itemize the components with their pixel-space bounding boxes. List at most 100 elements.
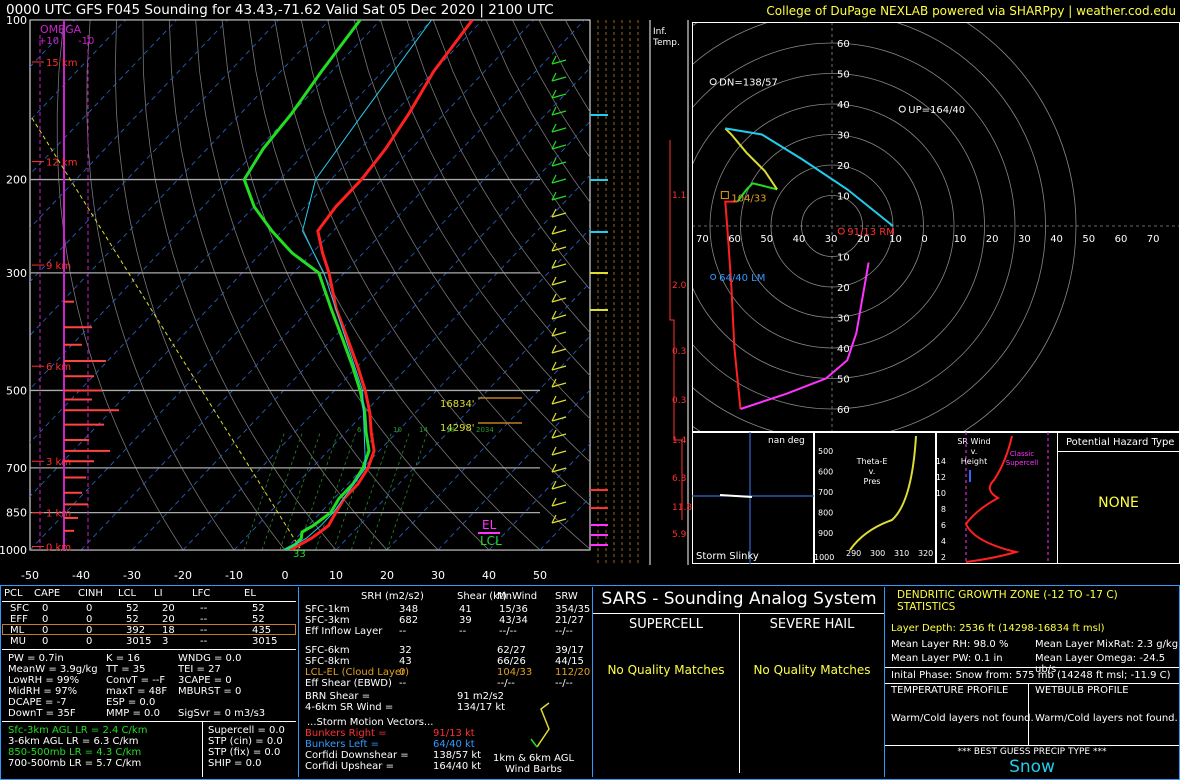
wind-barb	[551, 450, 567, 456]
mixing-ratio-line	[261, 432, 303, 550]
hodo-annotation: DN=138/57	[719, 78, 778, 89]
srwind-title: v.	[971, 447, 978, 456]
wetbulb-profile-heading: WETBULB PROFILE	[1035, 685, 1129, 696]
dry-adiabat	[406, 20, 590, 334]
theta-e-trace	[849, 435, 917, 551]
omega-tick-right: -10	[78, 36, 94, 47]
el-label: EL	[482, 518, 497, 532]
srwind-y-tick: 2	[941, 553, 946, 562]
mixing-ratio-line	[350, 432, 392, 550]
wind-barb	[551, 229, 567, 235]
slinky-label: nan deg	[768, 436, 805, 446]
wind-barb-flag	[551, 259, 557, 269]
pressure-tick-label: 100	[6, 14, 27, 27]
dry-adiabat	[353, 20, 590, 420]
srwind-y-tick: 14	[936, 457, 946, 466]
inf-temp-value: 1.4	[672, 436, 687, 446]
wind-barb	[551, 246, 567, 252]
wind-barb	[551, 263, 567, 269]
theta-x-tick: 310	[894, 549, 909, 558]
kinematic-value: 39	[459, 615, 472, 626]
composite-index: STP (fix) = 0.0	[208, 747, 281, 758]
lcl-label: LCL	[480, 534, 502, 548]
index-value: LowRH = 99%	[8, 675, 80, 686]
pressure-tick-label: 850	[6, 507, 27, 520]
hodo-ring-label: 40	[837, 344, 850, 355]
inf-temp-label: Temp.	[652, 38, 680, 48]
pressure-tick-label: 700	[6, 462, 27, 475]
height-label: 15 km	[46, 58, 77, 69]
wind-barb	[551, 382, 567, 388]
storm-motion-label: Corfidi Upshear =	[305, 761, 394, 772]
isotherm	[30, 20, 279, 283]
theta-y-tick: 500	[818, 447, 833, 456]
hodo-plot-area: 10 10 20 20 30 30 40 40 50 50 60 60 70 60 50 40 30 20 10 0 1…	[693, 23, 1179, 431]
composite-index: Supercell = 0.0	[208, 725, 285, 736]
isotherm	[437, 389, 590, 550]
kinematic-header: SRW	[555, 591, 578, 602]
parcel-cell: 0	[42, 625, 49, 636]
kinematic-block: SRH (m2/s2) Shear (kt) MnWind SRW SFC-1km 348…	[298, 587, 591, 777]
kinematic-row-label: SFC-1km	[305, 604, 350, 615]
dgz-initial-phase: Inital Phase: Snow from: 575 mb (14248 f…	[891, 670, 1171, 681]
wind-barb	[551, 348, 567, 354]
theta-title: Pres	[864, 477, 881, 486]
dry-adiabat	[168, 20, 388, 550]
kinematic-row-label: SFC-6km	[305, 645, 350, 656]
parcel-divider	[2, 601, 296, 602]
dry-adiabat	[432, 20, 590, 291]
hodo-trace	[724, 127, 778, 190]
wind-barb	[551, 433, 567, 439]
lapse-rate: 700-500mb LR = 5.7 C/km	[8, 758, 142, 769]
dgz-omega: Mean Layer Omega: -24.5 ub/s	[1035, 653, 1166, 675]
dgz-block: DENDRITIC GROWTH ZONE (-12 TO -17 C) STA…	[884, 587, 1179, 777]
theta-x-tick: 320	[918, 549, 933, 558]
parcel-cell: 20	[162, 614, 175, 625]
theta-frame	[814, 432, 936, 564]
isotherm	[488, 443, 590, 550]
parcel-cell: 52	[252, 614, 265, 625]
sr46-label: 4-6km SR Wind =	[305, 702, 394, 713]
kinematic-value: 41	[459, 604, 472, 615]
inf-temp-value: 2.0	[672, 281, 687, 291]
hodo-x-label: 30	[1018, 234, 1031, 245]
parcel-row-highlight	[2, 624, 296, 635]
dry-adiabat	[485, 20, 590, 203]
storm-slinky-panel: nan deg Storm Slinky	[692, 432, 814, 564]
srwind-y-tick: 6	[941, 521, 946, 530]
index-value: WNDG = 0.0	[178, 653, 242, 664]
wind-barb	[551, 416, 567, 422]
kinematic-header: MnWind	[497, 591, 538, 602]
mixing-ratio-line	[386, 432, 428, 550]
kinematic-value: --/--	[497, 678, 515, 689]
kinematic-value: 39/17	[555, 645, 584, 656]
hazard-value: NONE	[1098, 495, 1139, 511]
parcel-cell: 18	[162, 625, 175, 636]
hodo-x-label: 40	[793, 234, 806, 245]
hodo-x-label: 10	[954, 234, 967, 245]
hodo-trace	[740, 262, 870, 410]
wind-barb-flag	[551, 174, 557, 184]
dry-adiabat	[274, 20, 590, 550]
kinematic-row-label: SFC-8km	[305, 656, 350, 667]
wind-barb-flag	[551, 293, 557, 303]
brn-label: BRN Shear =	[305, 691, 371, 702]
storm-motion-value: 91/13 kt	[433, 728, 475, 739]
parcel-cell: --	[200, 636, 208, 647]
parcel-cell: MU	[10, 636, 26, 647]
parcel-cell: SFC	[10, 603, 30, 614]
wind-barb	[551, 93, 567, 99]
srwind-y-tick: 4	[941, 537, 946, 546]
wind-barb	[551, 110, 567, 116]
kinematic-row-label: LCL-EL (Cloud Layer)	[305, 667, 410, 678]
storm-motion-label: Corfidi Downshear =	[305, 750, 409, 761]
parcel-divider	[2, 649, 296, 650]
parcel-header: LI	[154, 588, 163, 599]
page-title: 0000 UTC GFS F045 Sounding for 43.43,-71…	[6, 2, 554, 18]
hodo-ring-label: 20	[837, 161, 850, 172]
index-value: DownT = 35F	[8, 708, 76, 719]
kinematic-value: 104/33	[497, 667, 533, 678]
kinematic-value: 66/26	[497, 656, 526, 667]
theta-y-tick: 600	[818, 468, 833, 477]
hazard-panel: Potential Hazard Type NONE	[1057, 432, 1180, 564]
